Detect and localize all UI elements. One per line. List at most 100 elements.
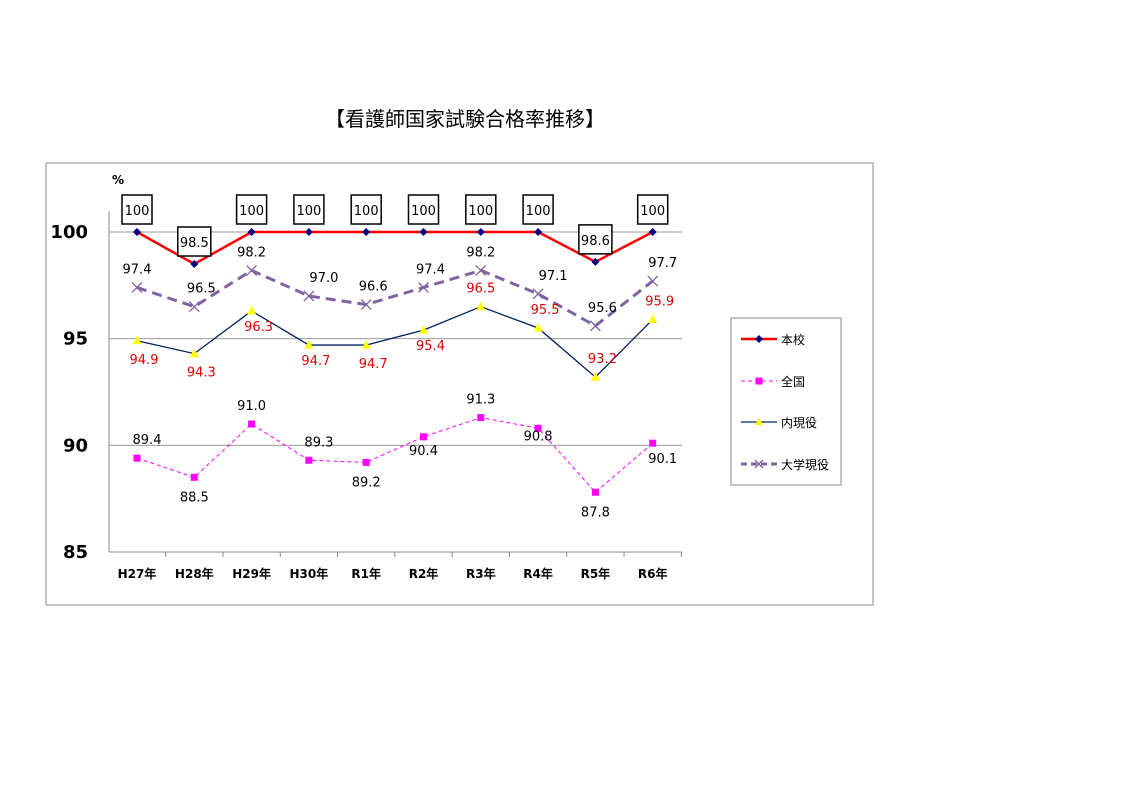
series-3-point: [361, 340, 371, 349]
series-3-point: [189, 348, 199, 358]
series-3-data-label: 96.3: [244, 320, 273, 335]
x-tick-label: R2年: [409, 566, 439, 581]
series-3-point: [590, 372, 600, 381]
series-2-data-label: 89.4: [133, 433, 162, 448]
x-tick-label: R1年: [351, 566, 381, 581]
series-3-line: [136, 305, 654, 378]
series-1-point: [362, 228, 371, 236]
legend-box: [730, 317, 842, 486]
series-1-point: [304, 228, 313, 236]
series-2-line: [136, 417, 654, 493]
series-1-point: [534, 228, 543, 236]
x-tick-label: R3年: [466, 566, 496, 581]
series-2-data-label: 89.2: [352, 475, 381, 490]
series-1-label-box: [522, 194, 554, 225]
series-3-data-label: 95.5: [531, 303, 560, 318]
series-4-data-label: 96.6: [359, 280, 388, 295]
series-4-data-label: 98.2: [237, 245, 266, 260]
x-tick-label: H30年: [290, 566, 329, 581]
legend-2-marker: [755, 377, 763, 385]
series-4-data-label: 98.2: [466, 245, 495, 260]
x-tick-label: R6年: [638, 566, 668, 581]
series-3-data-label: 94.9: [130, 353, 159, 368]
series-3-data-label: 93.2: [588, 352, 617, 367]
series-1-label-box: [636, 194, 669, 225]
series-4-point: [475, 264, 487, 276]
x-tick-label: H28年: [175, 566, 214, 581]
series-3-data-label: 96.5: [466, 282, 495, 297]
series-2-data-label: 87.8: [581, 505, 610, 520]
y-tick-label: 100: [50, 222, 88, 243]
series-3-data-label: 94.7: [301, 354, 330, 369]
y-tick-label: 90: [63, 435, 88, 456]
y-tick-label: 85: [63, 542, 88, 563]
series-1-point: [133, 228, 141, 236]
x-tick-label: R4年: [523, 566, 553, 581]
y-tick-label: 95: [63, 329, 88, 350]
series-3-point: [132, 335, 142, 345]
series-4-data-label: 97.0: [309, 271, 338, 286]
series-4-point: [246, 264, 258, 276]
legend-1-marker: [755, 335, 763, 343]
series-1-data-label: 100: [354, 204, 379, 219]
series-1-label-box: [177, 226, 212, 257]
chart-title: 【看護師国家試験合格率推移】: [325, 107, 605, 131]
legend-3-label: 内現役: [781, 415, 817, 430]
series-4-data-label: 96.5: [187, 282, 216, 297]
series-4-data-label: 97.4: [123, 262, 152, 277]
series-1-label-box: [350, 194, 382, 225]
legend-2-label: 全国: [781, 374, 805, 389]
x-tick-label: H29年: [232, 566, 271, 581]
series-1-label-box: [578, 224, 613, 255]
series-1-label-box: [293, 194, 325, 225]
series-1-data-label: 98.6: [581, 234, 610, 249]
series-3-point: [476, 301, 486, 311]
series-4-point: [360, 299, 372, 310]
series-2-data-label: 90.4: [409, 444, 438, 459]
series-2-point: [649, 439, 657, 447]
series-2-point: [305, 456, 313, 464]
series-3-point: [247, 305, 257, 315]
series-3-point: [648, 314, 658, 323]
legend-3-marker: [755, 417, 763, 425]
legend-4-label: 大学現役: [781, 457, 829, 472]
x-tick-label: R5年: [581, 566, 611, 581]
series-4-point: [532, 288, 544, 300]
legend-1-label: 本校: [781, 332, 805, 347]
series-4-point: [418, 282, 429, 293]
series-3-point: [533, 323, 543, 332]
series-2-point: [591, 488, 599, 496]
series-2-data-label: 88.5: [180, 490, 209, 505]
series-1-data-label: 98.5: [180, 236, 209, 251]
series-1-data-label: 100: [296, 204, 321, 219]
series-2-point: [534, 424, 542, 432]
series-2-point: [362, 458, 370, 466]
series-2-point: [133, 454, 141, 462]
series-1-data-label: 100: [125, 204, 150, 219]
series-4-data-label: 95.6: [588, 301, 617, 316]
series-1-data-label: 100: [526, 204, 551, 219]
series-1-point: [247, 228, 256, 236]
series-3-data-label: 95.9: [645, 294, 674, 309]
series-1-point: [190, 260, 199, 268]
series-3-point: [419, 325, 428, 334]
x-tick-label: H27年: [118, 566, 157, 581]
series-1-label-box: [407, 194, 440, 225]
series-3-data-label: 95.4: [416, 339, 445, 354]
series-4-point: [131, 282, 143, 293]
series-4-line: [136, 268, 654, 328]
series-4-point: [303, 290, 315, 302]
series-2-data-label: 90.1: [648, 452, 677, 467]
series-1-label-box: [235, 194, 268, 225]
series-2-point: [190, 473, 198, 481]
series-2-data-label: 90.8: [524, 429, 553, 444]
y-axis-label: %: [112, 173, 124, 187]
series-4-data-label: 97.1: [539, 269, 568, 284]
series-1-data-label: 100: [239, 204, 264, 219]
series-1-point: [419, 228, 428, 236]
series-1-label-box: [121, 194, 153, 225]
series-1-label-box: [465, 194, 497, 225]
series-1-point: [476, 228, 485, 236]
series-1-data-label: 100: [468, 204, 493, 219]
